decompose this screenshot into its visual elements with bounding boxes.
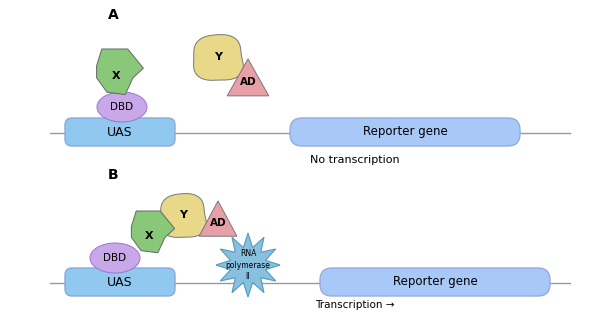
Text: UAS: UAS [107, 276, 133, 289]
Text: UAS: UAS [107, 125, 133, 139]
Text: RNA
polymerase
II: RNA polymerase II [226, 249, 271, 281]
Text: Y: Y [179, 210, 187, 220]
FancyBboxPatch shape [320, 268, 550, 296]
Text: Reporter gene: Reporter gene [362, 125, 448, 139]
Polygon shape [227, 59, 269, 96]
Text: A: A [108, 8, 119, 22]
Text: X: X [112, 71, 121, 81]
Text: Transcription →: Transcription → [315, 300, 395, 310]
FancyBboxPatch shape [65, 268, 175, 296]
Ellipse shape [90, 243, 140, 273]
FancyBboxPatch shape [290, 118, 520, 146]
Text: B: B [108, 168, 119, 182]
Text: No transcription: No transcription [310, 155, 400, 165]
Text: Reporter gene: Reporter gene [392, 276, 478, 289]
Polygon shape [97, 49, 143, 94]
Polygon shape [131, 211, 175, 253]
Polygon shape [194, 35, 244, 80]
Text: X: X [145, 231, 154, 241]
Text: DBD: DBD [110, 102, 134, 112]
Text: Y: Y [214, 52, 222, 62]
Text: AD: AD [209, 218, 226, 228]
Text: DBD: DBD [103, 253, 127, 263]
Ellipse shape [97, 92, 147, 122]
Text: AD: AD [239, 77, 256, 87]
FancyBboxPatch shape [65, 118, 175, 146]
Polygon shape [199, 201, 237, 236]
Polygon shape [160, 194, 206, 238]
Polygon shape [216, 233, 280, 297]
